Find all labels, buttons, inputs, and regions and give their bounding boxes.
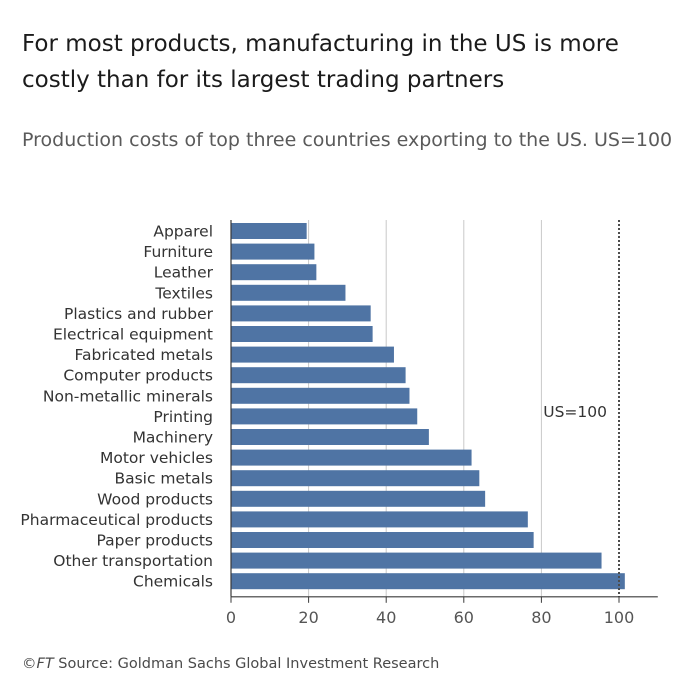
category-label: Chemicals: [133, 573, 213, 591]
copyright: ©FT: [22, 656, 54, 672]
bar-fabricated-metals: [231, 346, 394, 363]
category-label: Pharmaceutical products: [20, 511, 213, 529]
category-label: Machinery: [133, 429, 213, 447]
category-label: Non-metallic minerals: [43, 387, 213, 405]
category-label: Electrical equipment: [53, 326, 213, 344]
chart-subtitle: Production costs of top three countries …: [22, 129, 673, 151]
x-tick-label: 80: [531, 608, 551, 627]
reference-line-label: US=100: [543, 403, 607, 421]
x-tick-label: 100: [604, 608, 635, 627]
category-labels: Apparel Furniture Leather Textiles Plastics …: [20, 223, 213, 591]
bar-textiles: [231, 284, 346, 301]
bar-basic-metals: [231, 470, 480, 487]
bars: [231, 223, 625, 590]
bar-chart: US=100 0 20 40 60 80 100 Apparel Furniture Leat…: [20, 220, 658, 627]
bar-furniture: [231, 243, 315, 260]
x-tick-label: 40: [376, 608, 396, 627]
axes: 0 20 40 60 80 100: [226, 220, 658, 627]
x-tick-label: 0: [226, 608, 236, 627]
bar-motor-vehicles: [231, 449, 472, 466]
category-label: Paper products: [96, 532, 213, 550]
bar-printing: [231, 408, 418, 425]
bar-machinery: [231, 429, 429, 445]
category-label: Wood products: [97, 490, 213, 508]
footer: ©FT Source: Goldman Sachs Global Investm…: [22, 656, 439, 672]
category-label: Leather: [154, 264, 214, 282]
chart-title: For most products, manufacturing in the …: [22, 31, 619, 93]
bar-apparel: [231, 223, 307, 239]
category-label: Motor vehicles: [100, 449, 213, 467]
category-label: Computer products: [63, 367, 213, 385]
bar-pharmaceutical-products: [231, 511, 528, 528]
bar-plastics-and-rubber: [231, 305, 371, 322]
bar-electrical-equipment: [231, 326, 373, 342]
bar-non-metallic-minerals: [231, 387, 410, 404]
reference-line-group: US=100: [543, 220, 620, 597]
bar-other-transportation: [231, 552, 602, 569]
category-label: Apparel: [153, 223, 213, 241]
bar-computer-products: [231, 367, 406, 384]
source-note: Source: Goldman Sachs Global Investment …: [53, 656, 440, 672]
x-tick-label: 60: [454, 608, 474, 627]
category-label: Plastics and rubber: [64, 305, 214, 323]
category-label: Other transportation: [53, 552, 213, 570]
category-label: Basic metals: [114, 470, 213, 488]
x-tick-label: 20: [298, 608, 318, 627]
category-label: Textiles: [154, 284, 213, 302]
category-label: Furniture: [143, 243, 213, 261]
bar-paper-products: [231, 532, 534, 548]
category-label: Printing: [153, 408, 213, 426]
bar-wood-products: [231, 490, 486, 507]
bar-chemicals: [231, 573, 625, 590]
bar-leather: [231, 264, 317, 281]
category-label: Fabricated metals: [74, 346, 213, 364]
